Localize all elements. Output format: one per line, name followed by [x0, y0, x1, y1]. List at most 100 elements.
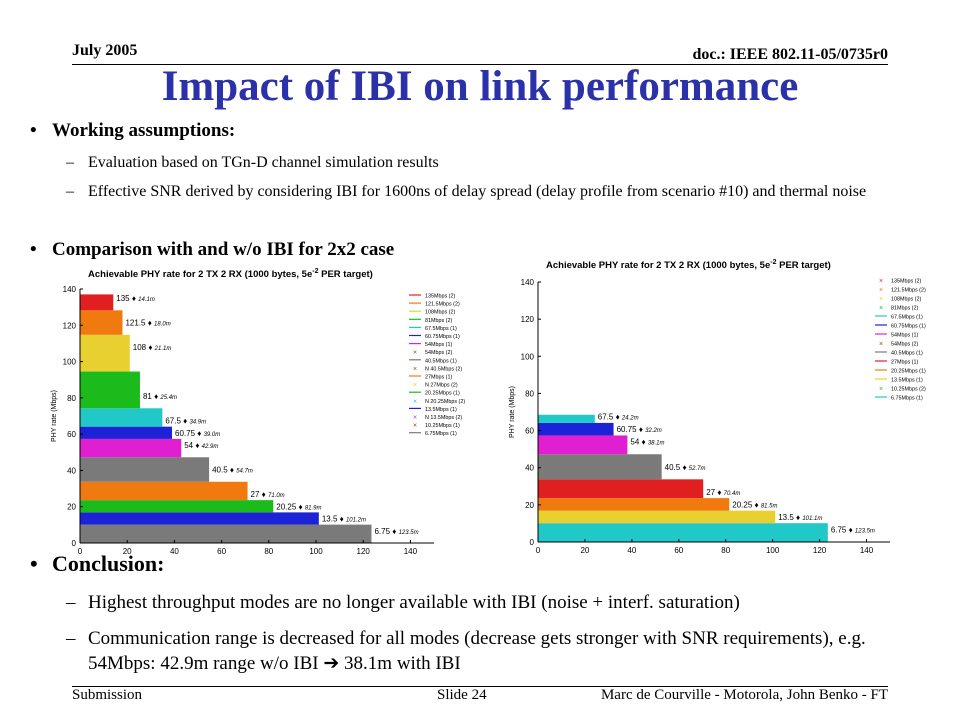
legend-marker: ×: [413, 350, 417, 357]
bullet-comparison-label: Comparison with and w/o IBI for 2x2 case: [52, 239, 395, 260]
sub-bullet-2: – Effective SNR derived by considering IB…: [66, 180, 936, 204]
x-tick-label: 20: [123, 547, 132, 556]
legend-item: 54Mbps (1): [891, 333, 918, 339]
bar-54: [538, 435, 628, 455]
legend-item: 13.5Mbps (1): [891, 378, 923, 384]
legend-item: 13.5Mbps (1): [425, 407, 457, 413]
legend-item: 54Mbps (1): [425, 342, 452, 348]
bar-label-81: 81 ♦ 25.4m: [143, 392, 177, 401]
bullet-comparison: • Comparison with and w/o IBI for 2x2 cas…: [30, 239, 394, 261]
bar-label-135: 135 ♦ 14.1m: [116, 294, 155, 303]
y-tick-label: 20: [525, 501, 534, 510]
bar-label-60.75: 60.75 ♦ 39.0m: [175, 429, 220, 438]
bar-67.5: [80, 408, 163, 427]
y-tick-label: 80: [67, 394, 76, 403]
bar-label-108: 108 ♦ 21.1m: [133, 343, 172, 352]
legend-item: 54Mbps (2): [891, 342, 918, 348]
bar-27: [80, 481, 248, 501]
legend-marker: ×: [413, 398, 417, 405]
y-tick-label: 120: [521, 315, 535, 324]
conclusion-bullet-1-text: Highest throughput modes are no longer a…: [88, 592, 740, 613]
bar-label-54: 54 ♦ 38.1m: [630, 438, 664, 447]
bullet-conclusion: • Conclusion:: [30, 551, 164, 577]
legend-item: 135Mbps (2): [891, 279, 921, 285]
chart-title: Achievable PHY rate for 2 TX 2 RX (1000 …: [546, 259, 831, 271]
y-tick-label: 0: [72, 539, 77, 548]
legend-marker: ×: [413, 423, 417, 430]
bar-label-40.5: 40.5 ♦ 52.7m: [665, 463, 706, 472]
bar-108: [80, 334, 130, 372]
bar-label-27: 27 ♦ 71.0m: [251, 490, 285, 499]
y-tick-label: 60: [67, 430, 76, 439]
y-tick-label: 40: [525, 464, 534, 473]
bar-60.75: [80, 426, 173, 439]
legend-item: 67.5Mbps (1): [891, 315, 923, 321]
x-tick-label: 60: [217, 547, 226, 556]
bar-label-67.5: 67.5 ♦ 24.2m: [598, 413, 639, 422]
bullet-dot: •: [30, 239, 37, 260]
bar-54: [80, 438, 182, 458]
legend-item: 121.5Mbps (2): [891, 288, 926, 294]
legend-item: N 13.5Mbps (2): [425, 415, 462, 421]
x-tick-label: 60: [674, 546, 683, 555]
y-tick-label: 40: [67, 466, 76, 475]
bar-label-40.5: 40.5 ♦ 54.7m: [212, 466, 253, 475]
slide-title: Impact of IBI on link performance: [161, 63, 799, 110]
chart-title: Achievable PHY rate for 2 TX 2 RX (1000 …: [88, 268, 373, 280]
conclusion-bullet-1: – Highest throughput modes are no longer …: [66, 590, 936, 615]
bar-121.5: [80, 310, 123, 335]
legend-marker: ×: [413, 366, 417, 373]
legend-marker: ×: [879, 287, 883, 294]
bar-label-20.25: 20.25 ♦ 81.5m: [732, 500, 777, 509]
conclusion-bullet-2: Communication range is decreased for all…: [88, 626, 928, 676]
footer-authors: Marc de Courville - Motorola, John Benko…: [600, 687, 888, 703]
legend-marker: ×: [879, 296, 883, 303]
bar-label-6.75: 6.75 ♦ 123.5m: [374, 527, 418, 536]
legend-item: N 40.5Mbps (2): [425, 366, 462, 372]
x-tick-label: 120: [813, 546, 827, 555]
dash: –: [66, 183, 74, 200]
legend-marker: ×: [879, 341, 883, 348]
y-tick-label: 100: [521, 352, 535, 361]
bar-40.5: [538, 454, 662, 480]
bar-label-6.75: 6.75 ♦ 123.5m: [831, 525, 875, 534]
conclusion-bullet-2-text: Communication range is decreased for all…: [88, 628, 866, 674]
bar-6.75: [80, 524, 372, 543]
header-doc-id: doc.: IEEE 802.11-05/0735r0: [692, 46, 888, 63]
x-tick-label: 0: [536, 546, 541, 555]
legend-item: 20.25Mbps (1): [891, 369, 926, 375]
chart-with-ibi: Achievable PHY rate for 2 TX 2 RX (1000 …: [506, 256, 954, 566]
legend-item: 40.5Mbps (1): [425, 358, 457, 364]
bar-27: [538, 479, 704, 499]
chart-with-ibi-svg: Achievable PHY rate for 2 TX 2 RX (1000 …: [509, 259, 926, 566]
bar-label-67.5: 67.5 ♦ 34.9m: [165, 417, 206, 426]
legend-item: 6.75Mbps (1): [425, 431, 457, 437]
y-tick-label: 20: [67, 503, 76, 512]
x-tick-label: 140: [860, 546, 874, 555]
bar-label-27: 27 ♦ 70.4m: [706, 488, 740, 497]
dash: –: [66, 154, 74, 171]
x-tick-label: 100: [766, 546, 780, 555]
y-tick-label: 140: [63, 285, 77, 294]
sub-bullet-1-text: Evaluation based on TGn-D channel simula…: [88, 154, 439, 171]
bar-6.75: [538, 523, 828, 542]
legend-item: N 27Mbps (2): [425, 383, 458, 389]
legend-item: 6.75Mbps (1): [891, 396, 923, 402]
legend-item: 40.5Mbps (1): [891, 351, 923, 357]
y-tick-label: 140: [521, 278, 535, 287]
legend-item: 81Mbps (2): [425, 318, 452, 324]
y-axis-label: PHY rate (Mbps): [509, 386, 516, 438]
sub-bullet-2-text: Effective SNR derived by considering IBI…: [88, 183, 867, 200]
bar-label-121.5: 121.5 ♦ 18.0m: [125, 319, 170, 328]
legend-marker: ×: [413, 415, 417, 422]
dash: –: [66, 628, 76, 649]
chart-without-ibi-svg: Achievable PHY rate for 2 TX 2 RX (1000 …: [51, 268, 465, 567]
x-tick-label: 80: [264, 547, 273, 556]
footer-submission: Submission: [72, 687, 143, 703]
x-tick-label: 100: [309, 547, 323, 556]
chart-without-ibi: Achievable PHY rate for 2 TX 2 RX (1000 …: [44, 265, 488, 567]
legend-item: 108Mbps (2): [891, 297, 921, 303]
legend-marker: ×: [879, 386, 883, 393]
x-tick-label: 40: [627, 546, 636, 555]
bar-20.25: [80, 500, 274, 513]
